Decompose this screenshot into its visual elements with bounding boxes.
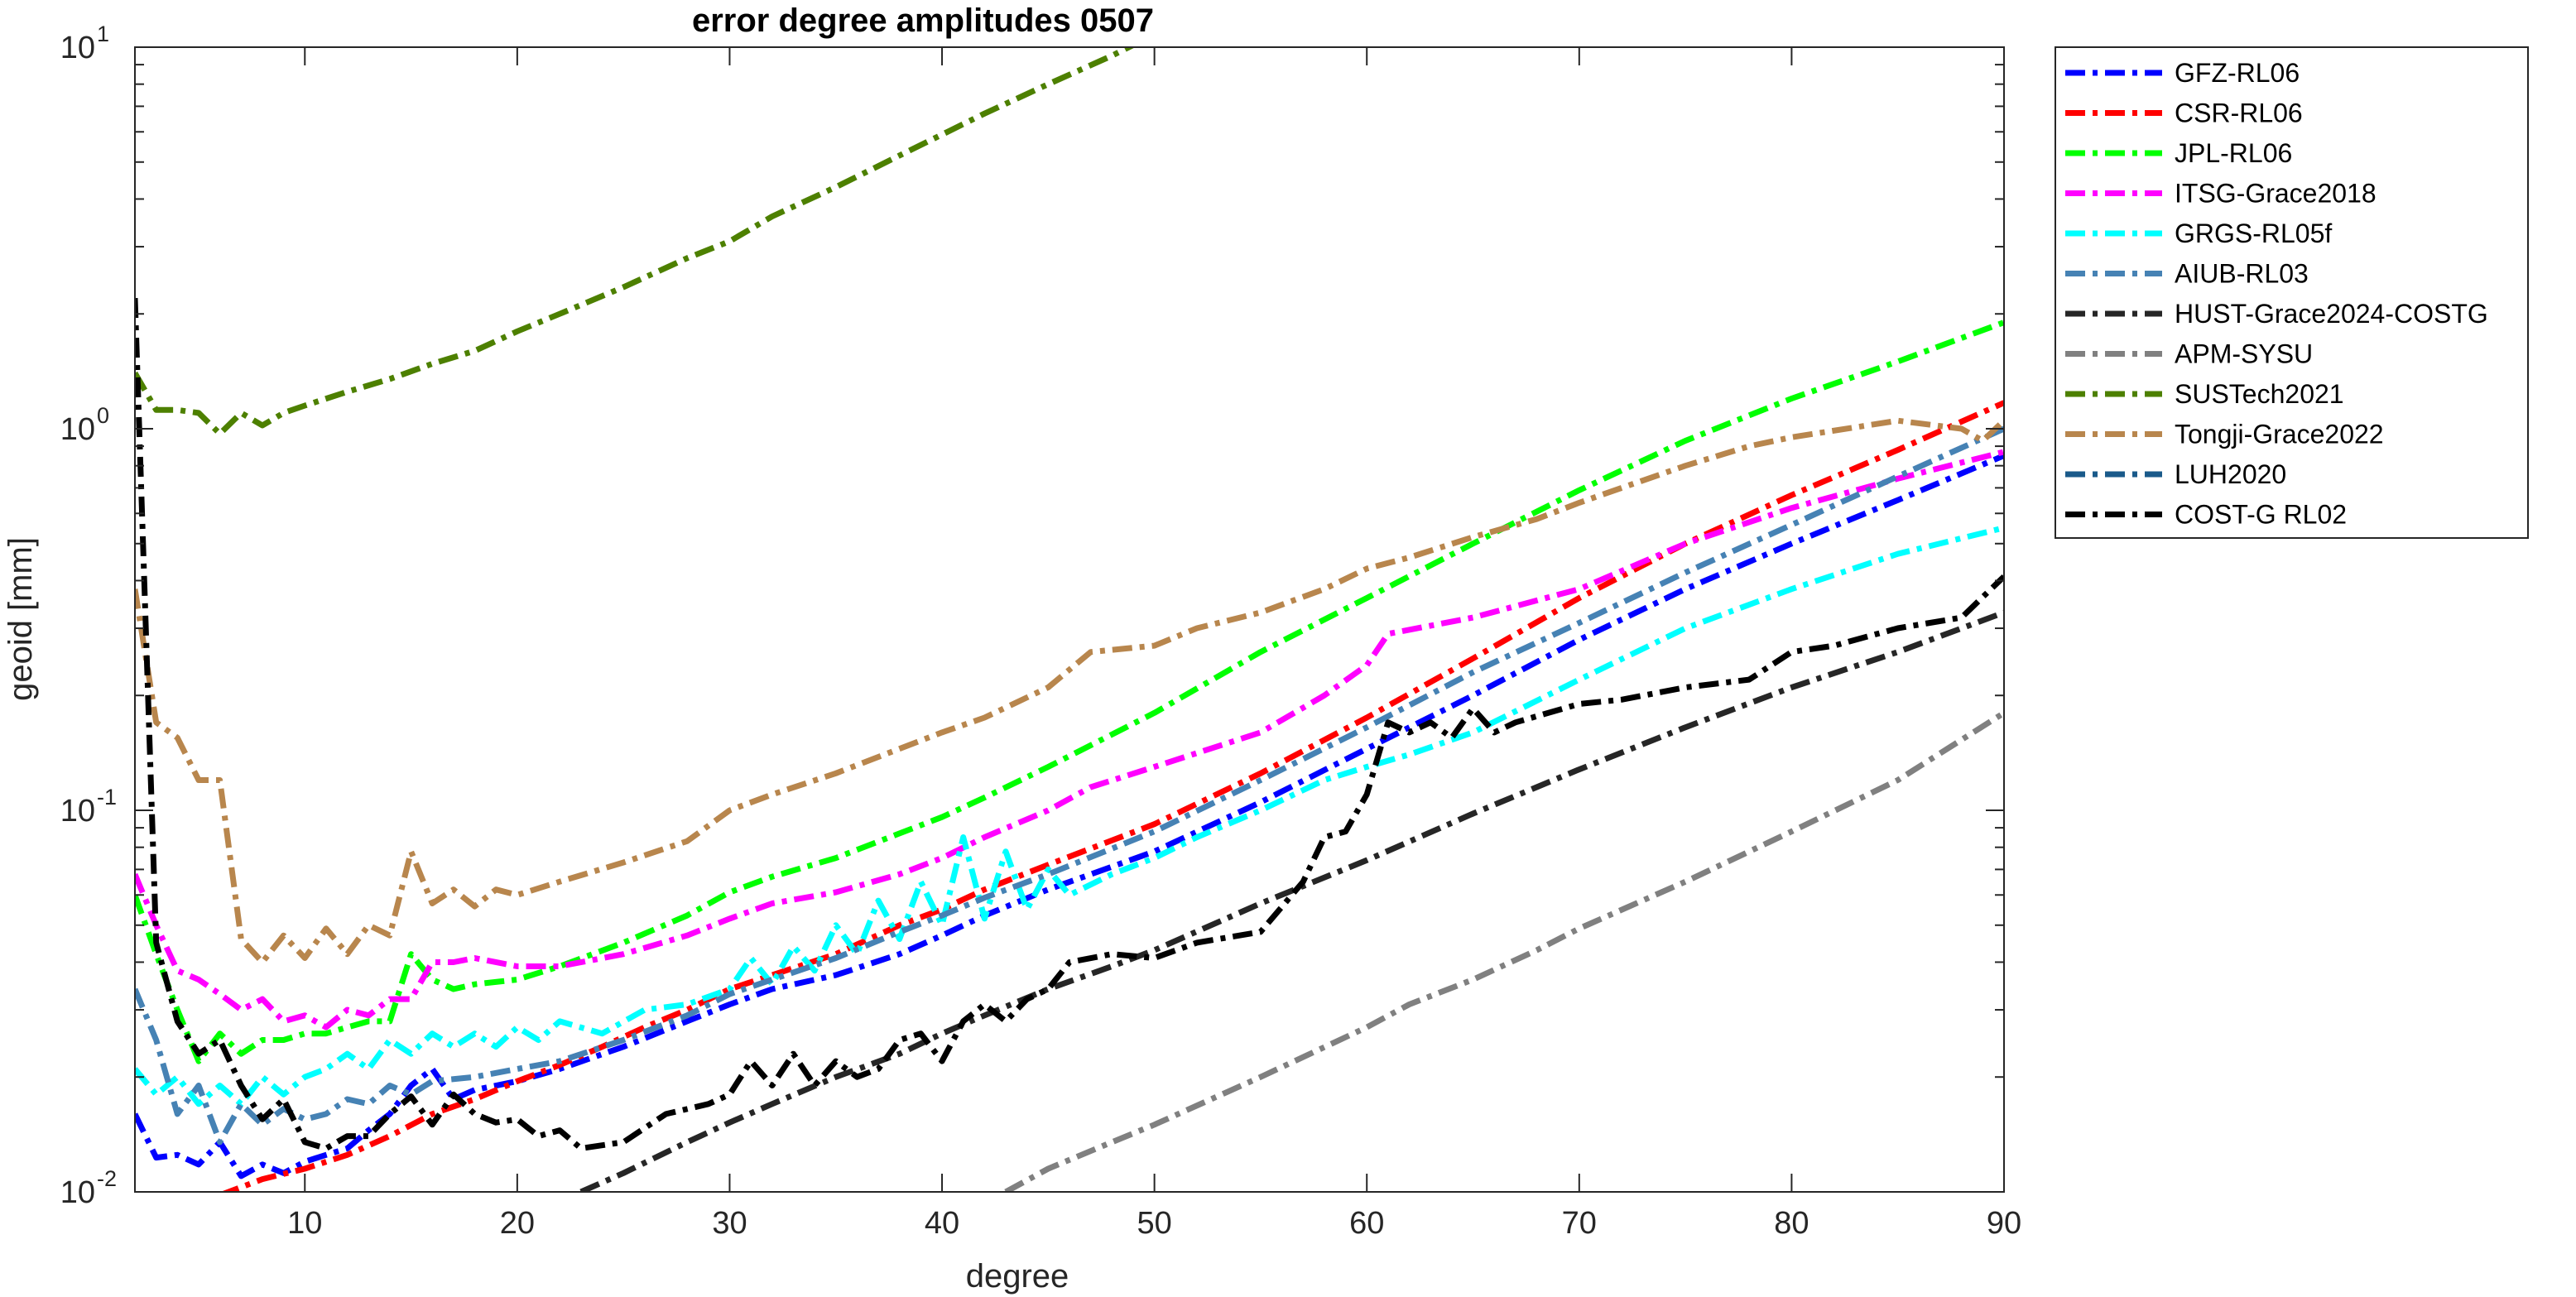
- legend-label-0: GFZ-RL06: [2175, 58, 2300, 88]
- x-tick-label: 70: [1562, 1206, 1597, 1241]
- series-line-11: [135, 297, 2004, 1151]
- y-tick-base: 10: [60, 1175, 95, 1210]
- legend-label-5: AIUB-RL03: [2175, 259, 2309, 289]
- legend-label-4: GRGS-RL05f: [2175, 219, 2332, 248]
- x-tick-label: 40: [925, 1206, 959, 1241]
- y-tick-exponent: -2: [97, 1166, 117, 1191]
- y-tick-label: 10 1: [60, 22, 109, 65]
- x-tick-label: 80: [1774, 1206, 1809, 1241]
- legend-label-9: Tongji-Grace2022: [2175, 420, 2384, 449]
- y-tick-label: 10 0: [60, 403, 109, 447]
- series-line-0: [135, 453, 2004, 1179]
- legend-label-1: CSR-RL06: [2175, 98, 2303, 128]
- y-tick-base: 10: [60, 31, 95, 65]
- x-tick-label: 30: [712, 1206, 747, 1241]
- series-line-8: [135, 47, 1136, 437]
- plot-frame: [134, 46, 2005, 1193]
- x-tick-label: 10: [287, 1206, 322, 1241]
- series-line-4: [135, 525, 2004, 1107]
- legend-label-2: JPL-RL06: [2175, 138, 2292, 168]
- series-line-2: [135, 319, 2004, 1064]
- x-tick-label: 90: [1987, 1206, 2021, 1241]
- legend-label-6: HUST-Grace2024-COSTG: [2175, 299, 2488, 329]
- legend: GFZ-RL06 CSR-RL06 JPL-RL06 ITSG-Grace2018 GR…: [2055, 46, 2529, 539]
- y-tick-exponent: -1: [97, 785, 117, 809]
- y-tick-exponent: 0: [97, 403, 109, 428]
- legend-label-3: ITSG-Grace2018: [2175, 179, 2377, 209]
- series-line-5: [135, 425, 2004, 1146]
- x-tick-label: 60: [1349, 1206, 1384, 1241]
- legend-items: GFZ-RL06 CSR-RL06 JPL-RL06 ITSG-Grace2018 GR…: [2065, 58, 2488, 530]
- y-axis-title: geoid [mm]: [2, 537, 39, 701]
- series-line-7: [1004, 710, 2004, 1192]
- series-line-3: [135, 449, 2004, 1030]
- x-tick-label: 20: [500, 1206, 535, 1241]
- legend-label-10: LUH2020: [2175, 459, 2286, 489]
- series-line-1: [220, 400, 2004, 1192]
- legend-box: [2055, 46, 2529, 539]
- x-axis-title: degree: [966, 1258, 1069, 1295]
- y-tick-label: 10 -1: [60, 785, 117, 829]
- chart-title: error degree amplitudes 0507: [692, 2, 1154, 39]
- x-tick-label: 50: [1137, 1206, 1171, 1241]
- series-line-9: [135, 417, 2004, 965]
- legend-label-7: APM-SYSU: [2175, 339, 2313, 369]
- y-tick-base: 10: [60, 412, 95, 447]
- legend-label-8: SUSTech2021: [2175, 379, 2344, 409]
- legend-label-11: COST-G RL02: [2175, 500, 2347, 530]
- y-tick-base: 10: [60, 794, 95, 829]
- series-group: [135, 47, 2004, 1192]
- plot-background: [135, 47, 2004, 1192]
- y-tick-label: 10 -2: [60, 1166, 117, 1210]
- y-tick-exponent: 1: [97, 22, 109, 46]
- series-line-6: [579, 609, 2004, 1192]
